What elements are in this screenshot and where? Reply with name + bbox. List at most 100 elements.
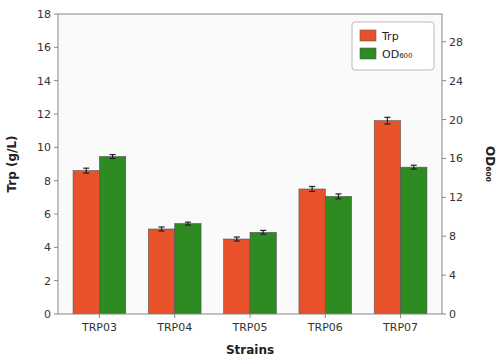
y-tick-label: 16 [37, 41, 51, 54]
y-tick-label: 8 [44, 175, 51, 188]
error-bar-cap [159, 226, 165, 227]
y-tick-label: 18 [37, 8, 51, 21]
y-tick [54, 314, 58, 315]
y-tick [54, 214, 58, 215]
x-tick-label: TRP04 [156, 321, 192, 334]
legend-swatch [360, 30, 376, 41]
x-tick-label: TRP07 [382, 321, 418, 334]
y2-tick-label: 28 [449, 36, 463, 49]
y2-tick-label: 0 [449, 308, 456, 321]
error-bar [83, 168, 89, 173]
y-tick [54, 147, 58, 148]
y2-tick [442, 80, 446, 81]
error-bar-cap [309, 186, 315, 187]
error-bar [309, 187, 315, 192]
y-tick-label: 2 [44, 275, 51, 288]
y-tick [54, 14, 58, 15]
error-bar-cap [335, 193, 341, 194]
y2-tick [442, 275, 446, 276]
error-bar-cap [83, 173, 89, 174]
legend: Trp OD₆₀₀ [352, 22, 434, 70]
error-bar-cap [411, 169, 417, 170]
bar [325, 196, 351, 314]
error-bar-cap [260, 230, 266, 231]
error-bar-cap [110, 158, 116, 159]
error-bar-cap [234, 240, 240, 241]
y2-tick-label: 20 [449, 114, 463, 127]
legend-label: OD₆₀₀ [382, 48, 413, 61]
y2-tick-label: 12 [449, 191, 463, 204]
y2-tick-label: 8 [449, 230, 456, 243]
y2-tick [442, 119, 446, 120]
y-tick-label: 12 [37, 108, 51, 121]
y-tick [54, 247, 58, 248]
error-bar-cap [185, 224, 191, 225]
y-tick-label: 4 [44, 241, 51, 254]
error-bar-cap [159, 230, 165, 231]
y2-tick-label: 24 [449, 75, 463, 88]
y-tick [54, 47, 58, 48]
error-bar-stem [312, 187, 313, 192]
bar [374, 121, 400, 314]
error-bar-stem [338, 194, 339, 199]
legend-box [352, 22, 434, 70]
error-bar [110, 155, 116, 159]
y2-tick [442, 158, 446, 159]
error-bar [384, 117, 390, 124]
plot-frame [58, 14, 442, 314]
y2-tick-label: 16 [449, 152, 463, 165]
x-axis-label: Strains [226, 343, 274, 357]
x-tick [400, 314, 401, 318]
error-bar [260, 230, 266, 234]
y2-tick [442, 41, 446, 42]
y-axis-label: Trp (g/L) [5, 135, 19, 192]
error-bar-cap [234, 236, 240, 237]
error-bar [159, 227, 165, 231]
x-tick [250, 314, 251, 318]
error-bar [335, 194, 341, 199]
error-bar [234, 237, 240, 241]
y2-tick [442, 197, 446, 198]
y-tick-label: 0 [44, 308, 51, 321]
bar [148, 229, 174, 314]
y2-tick [442, 236, 446, 237]
error-bar-cap [384, 117, 390, 118]
error-bar [185, 222, 191, 225]
marks [73, 117, 427, 314]
chart: 0246810121416180481216202428TRP03TRP04TR… [0, 0, 500, 364]
x-tick-label: TRP03 [81, 321, 117, 334]
error-bar-cap [384, 123, 390, 124]
y2-tick-label: 4 [449, 269, 456, 282]
bar [401, 167, 427, 314]
x-tick [325, 314, 326, 318]
y-tick [54, 114, 58, 115]
error-bar-cap [83, 168, 89, 169]
error-bar-cap [260, 234, 266, 235]
bar [299, 189, 325, 314]
error-bar-cap [309, 191, 315, 192]
bar [224, 239, 250, 314]
bar [99, 156, 125, 314]
bar [175, 224, 201, 314]
y-tick-label: 6 [44, 208, 51, 221]
error-bar-stem [86, 168, 87, 173]
legend-label: Trp [381, 30, 399, 43]
y2-tick [442, 314, 446, 315]
error-bar-cap [411, 165, 417, 166]
x-tick-label: TRP06 [307, 321, 343, 334]
legend-swatch [360, 48, 376, 59]
y-tick-label: 14 [37, 75, 51, 88]
bar [250, 232, 276, 314]
error-bar-stem [387, 117, 388, 124]
y2-axis-label: OD₆₀₀ [483, 146, 497, 182]
bar [73, 171, 99, 314]
y-tick [54, 80, 58, 81]
x-tick [174, 314, 175, 318]
x-tick [99, 314, 100, 318]
y-tick [54, 280, 58, 281]
y-tick-label: 10 [37, 141, 51, 154]
x-tick-label: TRP05 [232, 321, 268, 334]
error-bar-cap [335, 198, 341, 199]
error-bar-cap [110, 154, 116, 155]
y-tick [54, 180, 58, 181]
